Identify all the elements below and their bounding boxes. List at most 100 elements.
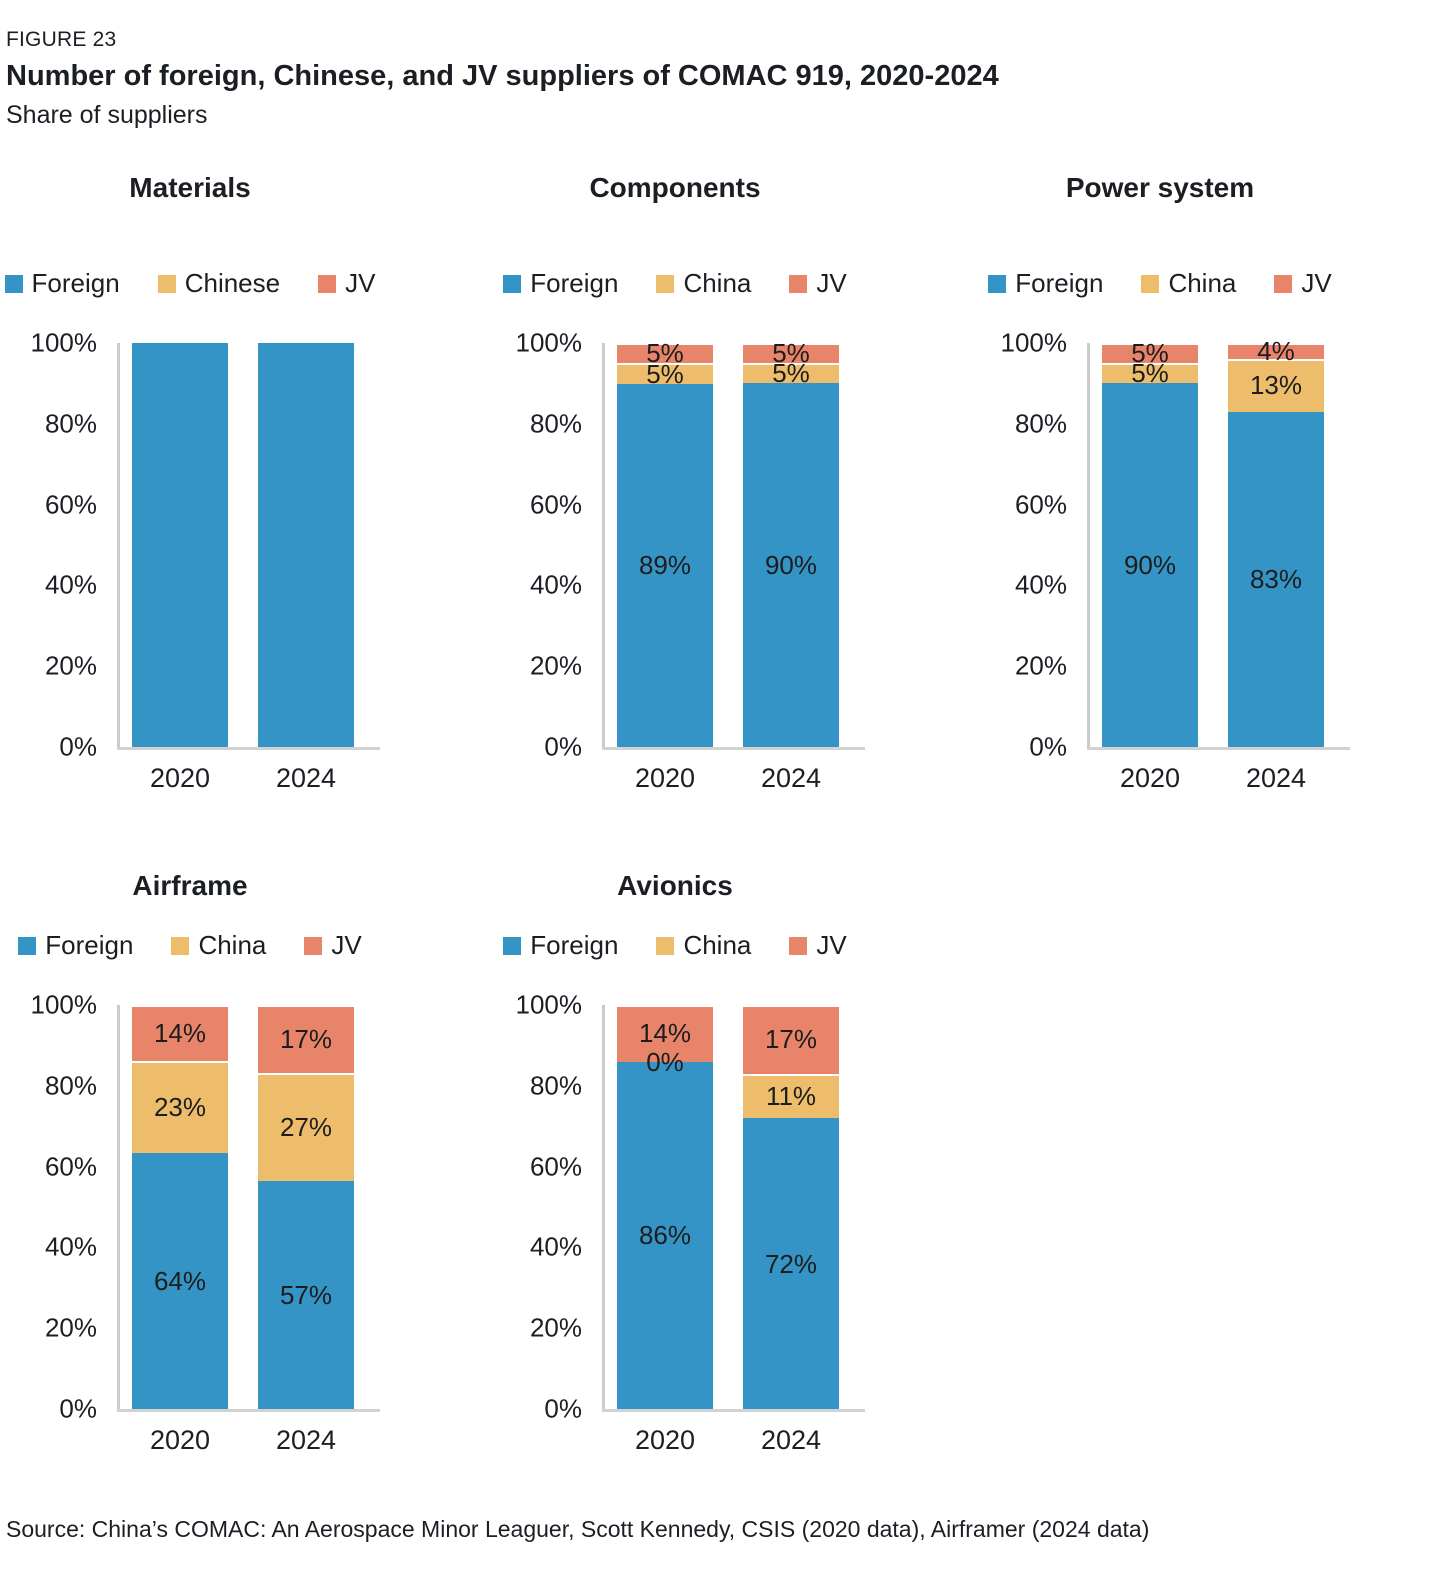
chart-airframe: Airframe Foreign China JV 0% 20% 40% 60% 80% 10…	[0, 870, 380, 1455]
bar-2020: 2020	[132, 343, 228, 793]
bar-value-label: 5%	[1131, 338, 1169, 369]
source-note: Source: China’s COMAC: An Aerospace Mino…	[6, 1516, 1150, 1542]
chart-plot-airframe: 0% 20% 40% 60% 80% 100% 64% 23% 14% 2020 57% 27% 17%…	[31, 990, 380, 1455]
legend-label-china: China	[198, 930, 267, 960]
y-axis-tick: 0%	[59, 1393, 97, 1424]
legend-swatch-foreign	[988, 274, 1007, 293]
legend-item-foreign: Foreign	[18, 930, 133, 961]
y-axis-tick: 100%	[515, 327, 583, 358]
chart-legend-materials: Foreign Chinese JV	[0, 268, 380, 299]
chart-components: Components Foreign China JV 0% 20% 40% 60% 80%…	[485, 172, 865, 793]
legend-swatch-jv	[789, 936, 808, 955]
bar-segment-jv	[617, 343, 713, 364]
x-axis-label: 2024	[275, 1425, 337, 1455]
chart-title-components: Components	[589, 172, 761, 203]
chart-col-airframe: Airframe Foreign China JV 0% 20% 40% 60% 80% 10…	[0, 850, 485, 1455]
bar-segment-china	[258, 1073, 354, 1181]
y-axis-tick: 40%	[529, 1231, 582, 1262]
charts-row-bottom: Airframe Foreign China JV 0% 20% 40% 60% 80% 10…	[0, 850, 970, 1455]
chart-title-power-system: Power system	[1065, 172, 1255, 203]
y-axis-tick: 80%	[44, 408, 97, 439]
bar-value-label: 0%	[646, 1046, 684, 1077]
bar-2024: 57% 27% 17% 2024	[258, 1005, 354, 1455]
chart-title-avionics: Avionics	[617, 870, 733, 901]
bar-value-label: 89%	[638, 550, 692, 581]
chart-col-power-system: Power system Foreign China JV 0% 20% 40% 60% 8…	[970, 160, 1455, 793]
bar-value-label: 72%	[764, 1248, 818, 1279]
chart-legend-components: Foreign China JV	[485, 268, 865, 299]
bar-segment-jv	[258, 1005, 354, 1073]
legend-swatch-jv	[318, 274, 337, 293]
chart-legend-avionics: Foreign China JV	[485, 930, 865, 961]
bar-2020: 86% 0% 14% 2020	[617, 1005, 713, 1455]
bar-value-label: 90%	[1123, 550, 1177, 581]
y-axis-tick: 60%	[44, 489, 97, 520]
legend-swatch-jv	[789, 274, 808, 293]
legend-item-jv: JV	[1274, 268, 1332, 299]
legend-swatch-jv	[1274, 274, 1293, 293]
y-axis-tick: 80%	[529, 408, 582, 439]
chart-plot-power-system: 0% 20% 40% 60% 80% 100% 90% 5% 5% 2020 83% 13% 4% 202…	[1001, 328, 1350, 793]
legend-item-china: China	[656, 268, 751, 299]
y-axis-tick: 100%	[30, 327, 98, 358]
legend-swatch-chinese	[157, 274, 176, 293]
chart-legend-power-system: Foreign China JV	[970, 268, 1350, 299]
figure-header: FIGURE 23 Number of foreign, Chinese, an…	[6, 28, 999, 130]
bar-segment-foreign	[132, 1153, 228, 1409]
bar-segment-foreign	[258, 343, 354, 747]
bar-segment-jv	[743, 343, 839, 364]
legend-label-foreign: Foreign	[530, 268, 619, 298]
chart-legend-airframe: Foreign China JV	[0, 930, 380, 961]
bar-segment-jv	[743, 1005, 839, 1074]
legend-item-foreign: Foreign	[4, 268, 120, 299]
x-axis-label: 2020	[149, 1425, 211, 1455]
bar-segment-foreign	[617, 1061, 713, 1409]
bar-value-label: 5%	[772, 358, 810, 389]
y-axis-tick: 40%	[529, 569, 582, 600]
bar-2020: 90% 5% 5% 2020	[1102, 338, 1198, 793]
chart-col-avionics: Avionics Foreign China JV 0% 20% 40% 60% 80% 10…	[485, 850, 970, 1455]
y-axis-tick: 100%	[515, 989, 583, 1020]
legend-label-china: China	[683, 268, 752, 298]
bar-segment-jv	[132, 1005, 228, 1061]
y-axis-tick: 0%	[544, 731, 582, 762]
bar-segment-jv	[617, 1005, 713, 1062]
legend-item-china: China	[656, 930, 751, 961]
bar-segment-foreign	[617, 383, 713, 747]
bar-segment-china	[132, 1061, 228, 1153]
bar-segment-jv	[1228, 343, 1324, 360]
bar-value-label: 17%	[764, 1024, 818, 1055]
bar-2020: 89% 5% 5% 2020	[617, 338, 713, 793]
figure-number: FIGURE 23	[6, 28, 117, 51]
bar-segment-jv	[1102, 343, 1198, 364]
bar-segment-foreign	[743, 1118, 839, 1409]
bar-2024: 83% 13% 4% 2024	[1228, 336, 1324, 793]
legend-label-jv: JV	[1301, 268, 1332, 298]
bar-value-label: 17%	[279, 1024, 333, 1054]
bar-value-label: 13%	[1249, 370, 1303, 401]
y-axis-tick: 40%	[44, 1231, 97, 1262]
x-axis-label: 2024	[1245, 763, 1307, 793]
chart-col-materials: Materials Foreign Chinese JV 0% 20% 40% 60% 80…	[0, 160, 485, 793]
bar-value-label: 5%	[646, 358, 684, 389]
legend-label-foreign: Foreign	[530, 930, 619, 960]
chart-title-airframe: Airframe	[132, 870, 248, 901]
legend-swatch-jv	[304, 936, 323, 955]
y-axis-tick: 100%	[1000, 327, 1068, 358]
x-axis-label: 2020	[1119, 763, 1181, 793]
bar-2024: 72% 11% 17% 2024	[743, 1005, 839, 1455]
chart-plot-components: 0% 20% 40% 60% 80% 100% 89% 5% 5% 2020 90% 5% 5% 2024	[516, 328, 865, 793]
chart-title-materials: Materials	[129, 172, 251, 203]
y-axis-tick: 100%	[30, 989, 98, 1020]
bar-value-label: 4%	[1257, 336, 1295, 367]
legend-item-foreign: Foreign	[503, 268, 618, 299]
bar-value-label: 23%	[153, 1092, 207, 1122]
bar-segment-china	[1102, 363, 1198, 384]
charts-row-top: Materials Foreign Chinese JV 0% 20% 40% 60% 80…	[0, 160, 1455, 793]
chart-power-system: Power system Foreign China JV 0% 20% 40% 60% 8…	[970, 172, 1350, 793]
legend-label-foreign: Foreign	[45, 930, 134, 960]
legend-swatch-foreign	[4, 274, 23, 293]
bar-value-label: 90%	[764, 550, 818, 581]
legend-swatch-china	[656, 936, 675, 955]
y-axis-tick: 60%	[1014, 489, 1067, 520]
